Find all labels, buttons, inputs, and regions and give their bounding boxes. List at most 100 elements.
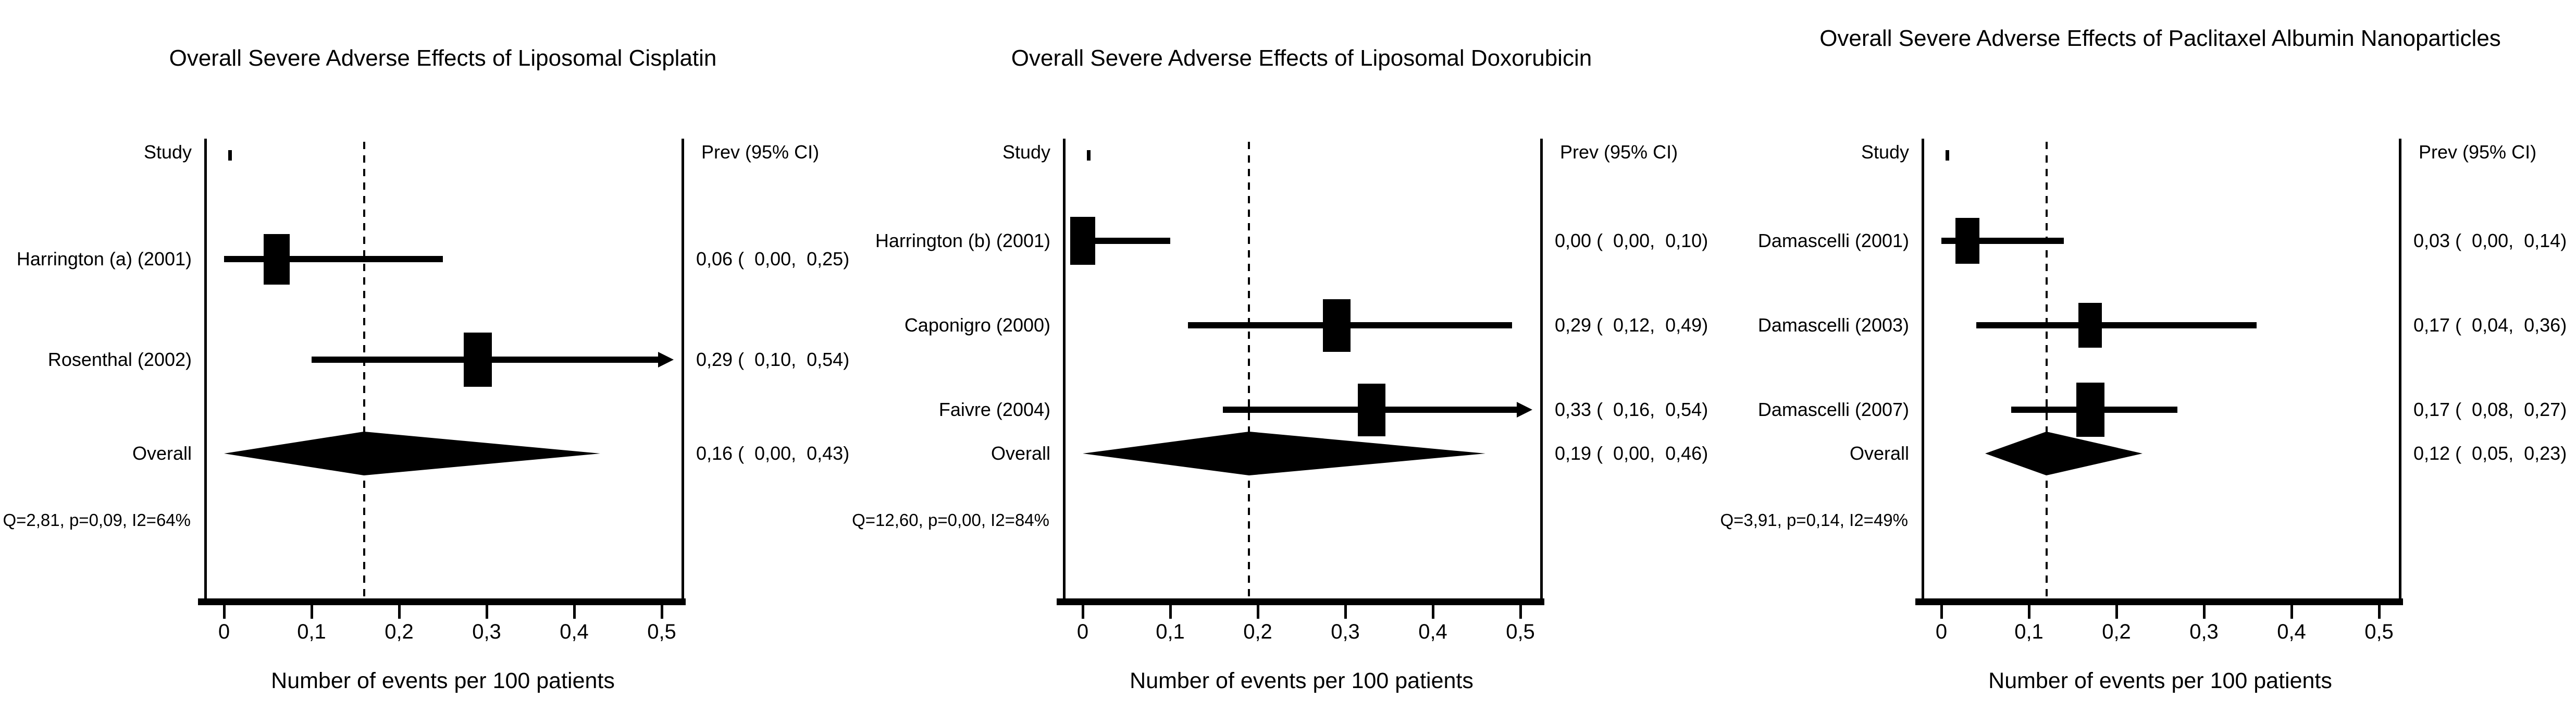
ci-whisker <box>224 256 443 262</box>
prev-column-header: Prev (95% CI) <box>701 141 820 163</box>
x-tick <box>1344 605 1347 619</box>
x-tick <box>398 605 401 619</box>
axis-line-right <box>2399 139 2401 598</box>
forest-panel: Overall Severe Adverse Effects of Paclit… <box>1717 0 2576 723</box>
prev-value: 0,06 ( 0,00, 0,25) <box>696 248 850 269</box>
effect-square <box>2078 303 2102 348</box>
study-label: Harrington (a) (2001) <box>16 248 192 269</box>
prev-value: 0,12 ( 0,05, 0,23) <box>2413 443 2567 464</box>
prev-value: 0,19 ( 0,00, 0,46) <box>1555 443 1708 464</box>
x-tick-label: 0,1 <box>1156 620 1185 643</box>
x-tick-label: 0,3 <box>472 620 501 643</box>
study-label: Damascelli (2001) <box>1757 230 1909 251</box>
pooled-dashed-line <box>2046 142 2048 598</box>
prev-column-header: Prev (95% CI) <box>1560 141 1678 163</box>
x-tick <box>1169 605 1172 619</box>
x-tick <box>2290 605 2293 619</box>
prev-value: 0,16 ( 0,00, 0,43) <box>696 443 850 464</box>
x-axis-line <box>1057 598 1544 605</box>
effect-square <box>464 333 492 387</box>
x-tick <box>1432 605 1434 619</box>
x-axis-label: Number of events per 100 patients <box>1988 668 2332 693</box>
study-label: Rosenthal (2002) <box>47 349 192 370</box>
axis-line-right <box>1540 139 1543 598</box>
x-tick-label: 0,2 <box>2102 620 2131 643</box>
x-axis-label: Number of events per 100 patients <box>1130 668 1473 693</box>
overall-diamond <box>1985 432 2142 475</box>
panel-title: Overall Severe Adverse Effects of Liposo… <box>169 45 717 71</box>
axis-line-left <box>1922 139 1924 598</box>
x-tick-label: 0,1 <box>2014 620 2044 643</box>
panel-title: Overall Severe Adverse Effects of Paclit… <box>1819 26 2501 51</box>
x-tick-label: 0,3 <box>1331 620 1360 643</box>
axis-line-left <box>204 139 207 598</box>
effect-square <box>264 234 290 285</box>
forest-panel: Overall Severe Adverse Effects of Liposo… <box>852 0 1717 723</box>
x-tick-label: 0,4 <box>2277 620 2306 643</box>
x-tick <box>2378 605 2381 619</box>
heterogeneity-text: Q=3,91, p=0,14, I2=49% <box>1720 510 1908 530</box>
x-tick-label: 0,2 <box>1243 620 1272 643</box>
effect-square <box>1955 218 1979 264</box>
study-column-header: Study <box>1002 141 1050 163</box>
axis-line-left <box>1063 139 1066 598</box>
x-axis-line <box>1915 598 2403 605</box>
ci-arrow-right <box>658 352 674 367</box>
x-tick <box>2203 605 2206 619</box>
x-tick <box>223 605 226 619</box>
top-marker <box>1946 150 1949 161</box>
effect-square <box>1070 217 1095 265</box>
study-column-header: Study <box>143 141 192 163</box>
x-tick-label: 0,5 <box>647 620 676 643</box>
overall-label: Overall <box>990 443 1050 464</box>
x-tick-label: 0,1 <box>297 620 326 643</box>
ci-whisker <box>1976 322 2257 328</box>
study-label: Damascelli (2007) <box>1757 399 1909 420</box>
x-tick <box>486 605 488 619</box>
top-marker <box>228 150 232 161</box>
x-axis-line <box>198 598 686 605</box>
x-tick <box>1940 605 1943 619</box>
top-marker <box>1087 150 1091 161</box>
prev-value: 0,29 ( 0,12, 0,49) <box>1555 314 1708 336</box>
study-column-header: Study <box>1861 141 1909 163</box>
prev-column-header: Prev (95% CI) <box>2419 141 2537 163</box>
x-tick-label: 0 <box>218 620 230 643</box>
x-tick <box>2028 605 2030 619</box>
overall-diamond <box>224 432 600 475</box>
x-tick-label: 0,4 <box>560 620 589 643</box>
heterogeneity-text: Q=2,81, p=0,09, I2=64% <box>3 510 191 530</box>
overall-label: Overall <box>1849 443 1909 464</box>
x-tick-label: 0,2 <box>385 620 414 643</box>
x-tick <box>311 605 313 619</box>
prev-value: 0,29 ( 0,10, 0,54) <box>696 349 850 370</box>
study-label: Harrington (b) (2001) <box>875 230 1050 251</box>
x-tick-label: 0,5 <box>2364 620 2394 643</box>
overall-diamond <box>1083 432 1485 475</box>
heterogeneity-text: Q=12,60, p=0,00, I2=84% <box>852 510 1049 530</box>
x-axis-label: Number of events per 100 patients <box>271 668 615 693</box>
x-tick <box>573 605 576 619</box>
panel-title: Overall Severe Adverse Effects of Liposo… <box>1011 45 1592 71</box>
prev-value: 0,00 ( 0,00, 0,10) <box>1555 230 1708 251</box>
x-tick-label: 0,3 <box>2189 620 2219 643</box>
forest-panel: Overall Severe Adverse Effects of Liposo… <box>0 0 859 723</box>
prev-value: 0,03 ( 0,00, 0,14) <box>2413 230 2567 251</box>
ci-whisker <box>1083 238 1170 244</box>
prev-value: 0,33 ( 0,16, 0,54) <box>1555 399 1708 420</box>
pooled-dashed-line <box>363 142 365 598</box>
x-tick-label: 0,5 <box>1506 620 1535 643</box>
study-label: Faivre (2004) <box>938 399 1050 420</box>
x-tick-label: 0,4 <box>1418 620 1447 643</box>
study-label: Damascelli (2003) <box>1757 314 1909 336</box>
effect-square <box>2076 383 2104 437</box>
x-tick-label: 0 <box>1935 620 1948 643</box>
x-tick <box>661 605 663 619</box>
x-tick <box>1082 605 1084 619</box>
x-tick <box>2115 605 2118 619</box>
effect-square <box>1323 299 1351 352</box>
prev-value: 0,17 ( 0,04, 0,36) <box>2413 314 2567 336</box>
ci-arrow-right <box>1517 402 1532 418</box>
x-tick <box>1257 605 1259 619</box>
